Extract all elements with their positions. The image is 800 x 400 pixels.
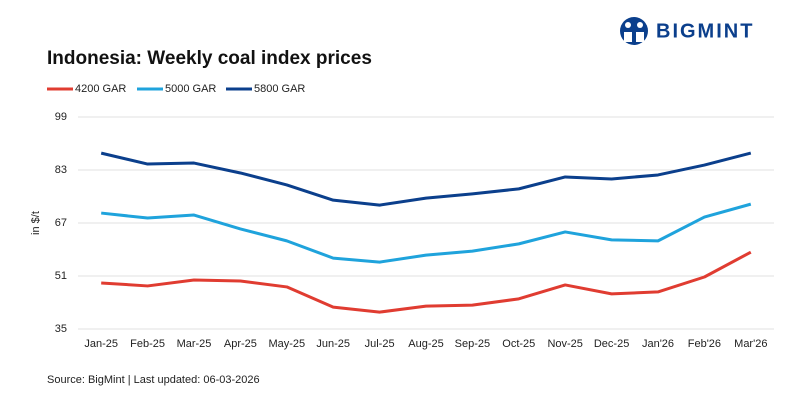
y-tick-label: 35 <box>55 323 67 335</box>
x-tick-label: Dec-25 <box>594 338 629 350</box>
y-tick-label: 83 <box>55 164 67 176</box>
x-tick-label: Sep-25 <box>455 338 490 350</box>
x-tick-label: Feb'26 <box>688 338 721 350</box>
logo-icon <box>620 17 648 45</box>
chart-title: Indonesia: Weekly coal index prices <box>47 48 372 69</box>
x-tick-label: May-25 <box>268 338 305 350</box>
y-axis-label: in $/t <box>30 211 42 235</box>
source-note: Source: BigMint | Last updated: 06-03-20… <box>47 374 260 386</box>
y-tick-label: 67 <box>55 217 67 229</box>
brand-name: BIGMINT <box>656 20 754 42</box>
x-tick-label: Jun-25 <box>316 338 350 350</box>
x-tick-label: Feb-25 <box>130 338 165 350</box>
x-tick-label: Mar-25 <box>177 338 212 350</box>
x-tick-label: Jan'26 <box>642 338 674 350</box>
x-tick-label: Nov-25 <box>547 338 582 350</box>
legend-label: 5000 GAR <box>165 83 216 95</box>
x-tick-label: Aug-25 <box>408 338 443 350</box>
x-tick-label: Apr-25 <box>224 338 257 350</box>
x-tick-label: Jul-25 <box>365 338 395 350</box>
x-tick-label: Jan-25 <box>84 338 118 350</box>
y-tick-label: 99 <box>55 111 67 123</box>
series-line <box>101 202 752 264</box>
legend-label: 4200 GAR <box>75 83 126 95</box>
series-line <box>101 250 752 314</box>
x-tick-label: Oct-25 <box>502 338 535 350</box>
y-tick-label: 51 <box>55 270 67 282</box>
legend-label: 5800 GAR <box>254 83 305 95</box>
series-line <box>100 151 752 207</box>
x-tick-label: Mar'26 <box>734 338 767 350</box>
